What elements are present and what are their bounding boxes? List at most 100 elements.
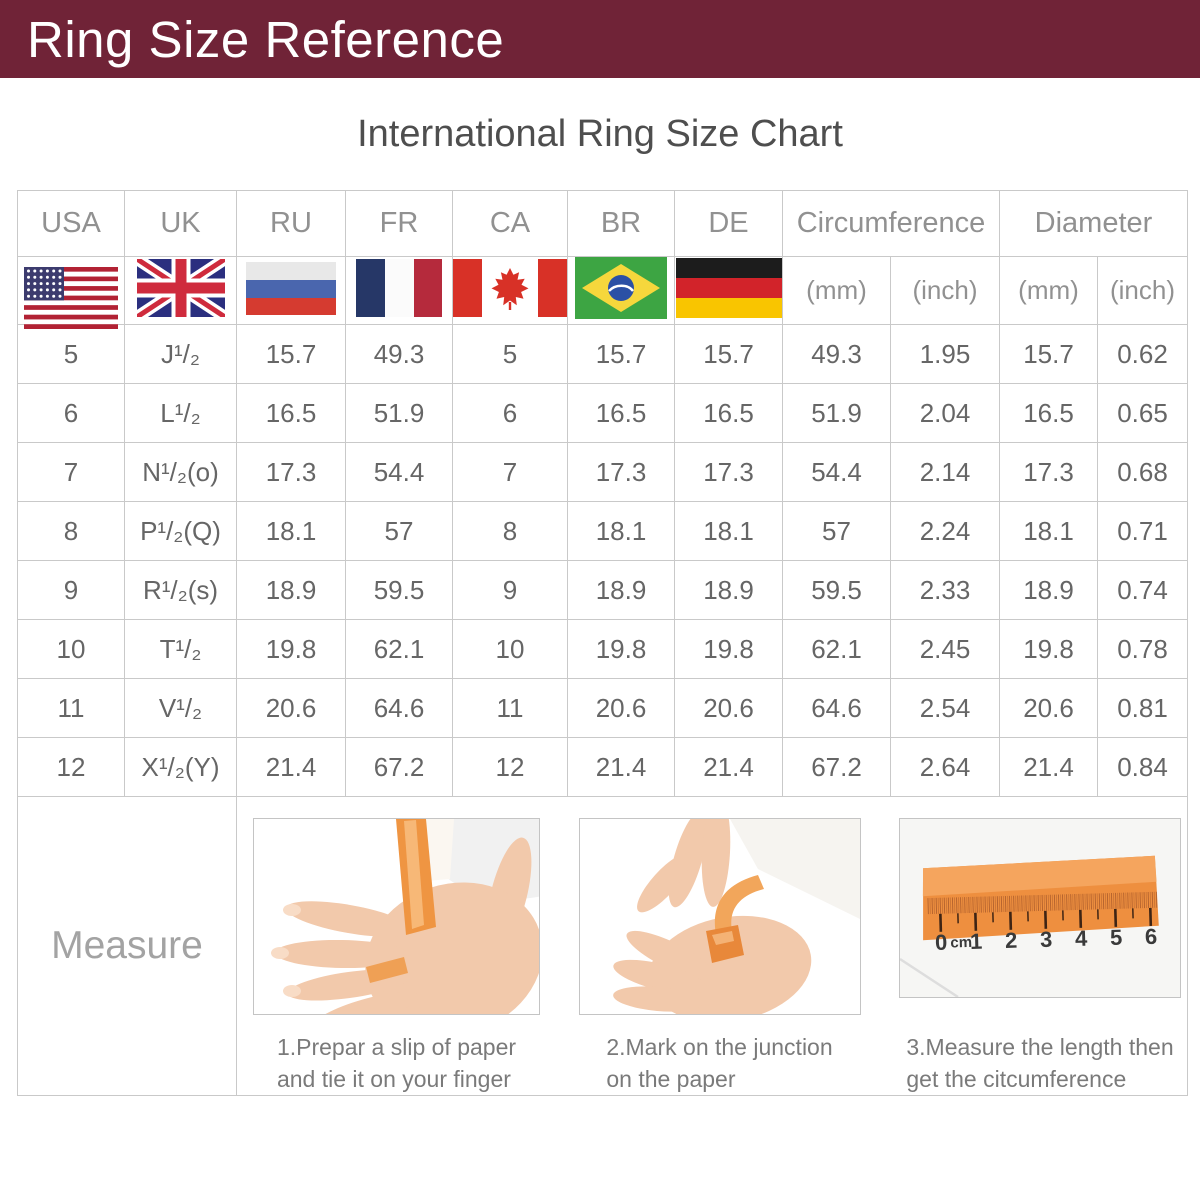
measure-content-cell: 1.Prepar a slip of paper and tie it on y… <box>236 789 1188 1097</box>
table-cell: 18.9 <box>236 560 346 620</box>
step2-caption-line2: on the paper <box>606 1066 736 1093</box>
table-cell: 17.3 <box>567 442 675 502</box>
table-cell: 7 <box>452 442 568 502</box>
table-cell: 16.5 <box>567 383 675 443</box>
germany-flag-icon <box>675 258 782 318</box>
svg-text:6: 6 <box>1145 924 1158 949</box>
canada-flag-icon <box>453 259 567 317</box>
russia-flag-icon <box>246 261 336 315</box>
table-cell: 9 <box>17 560 125 620</box>
svg-text:5: 5 <box>1110 925 1123 950</box>
table-cell: 0.78 <box>1097 619 1188 679</box>
germany-flag-cell <box>674 256 783 325</box>
table-cell: 17.3 <box>236 442 346 502</box>
table-cell: 62.1 <box>345 619 453 679</box>
table-cell: 64.6 <box>345 678 453 738</box>
svg-text:1: 1 <box>970 929 983 954</box>
table-cell: 0.65 <box>1097 383 1188 443</box>
table-cell: 2.54 <box>890 678 1000 738</box>
table-cell: 51.9 <box>782 383 891 443</box>
step3-caption: 3.Measure the length then get the citcum… <box>906 1031 1173 1095</box>
canada-flag-cell <box>452 256 568 325</box>
table-cell: 20.6 <box>999 678 1098 738</box>
table-cell: 15.7 <box>567 324 675 384</box>
uk-flag-cell <box>124 253 237 325</box>
table-cell: 2.24 <box>890 501 1000 561</box>
step1-caption: 1.Prepar a slip of paper and tie it on y… <box>277 1031 516 1095</box>
table-cell: 18.9 <box>567 560 675 620</box>
title-bar: Ring Size Reference <box>0 0 1200 78</box>
table-cell: 54.4 <box>782 442 891 502</box>
table-row: 8 P¹/₂(Q) 18.1 57 8 18.1 18.1 57 2.24 18.1 0.71 <box>17 501 1188 561</box>
table-cell: 15.7 <box>999 324 1098 384</box>
table-cell: 67.2 <box>782 737 891 797</box>
table-cell: 21.4 <box>999 737 1098 797</box>
svg-text:0: 0 <box>935 930 948 955</box>
table-cell: 20.6 <box>567 678 675 738</box>
russia-flag-cell <box>236 256 346 325</box>
table-cell: 54.4 <box>345 442 453 502</box>
table-cell: 21.4 <box>674 737 783 797</box>
table-cell: 19.8 <box>674 619 783 679</box>
table-cell: R¹/₂(s) <box>124 560 237 620</box>
table-cell: 2.45 <box>890 619 1000 679</box>
measure-step-3: 0 1 2 3 4 5 6 cm 3.Measure the length then get … <box>899 818 1181 1095</box>
col-header-de: DE <box>674 190 783 257</box>
diameter-mm-unit: (mm) <box>999 256 1098 325</box>
chart-subtitle: International Ring Size Chart <box>357 113 843 155</box>
measure-section: Measure 1.Prepar a slip of paper and tie… <box>17 789 1188 1097</box>
table-cell: J¹/₂ <box>124 324 237 384</box>
measure-step-1: 1.Prepar a slip of paper and tie it on y… <box>253 789 599 1095</box>
col-header-ca: CA <box>452 190 568 257</box>
table-cell: L¹/₂ <box>124 383 237 443</box>
table-cell: 18.9 <box>999 560 1098 620</box>
table-row: 6 L¹/₂ 16.5 51.9 6 16.5 16.5 51.9 2.04 16.5 0.65 <box>17 383 1188 443</box>
table-cell: 2.04 <box>890 383 1000 443</box>
svg-text:2: 2 <box>1005 928 1018 953</box>
table-cell: 21.4 <box>236 737 346 797</box>
table-cell: 17.3 <box>999 442 1098 502</box>
table-cell: 2.64 <box>890 737 1000 797</box>
table-cell: X¹/₂(Y) <box>124 737 237 797</box>
table-row: 5 J¹/₂ 15.7 49.3 5 15.7 15.7 49.3 1.95 15.7 0.62 <box>17 324 1188 384</box>
table-cell: 9 <box>452 560 568 620</box>
measure-steps: 1.Prepar a slip of paper and tie it on y… <box>237 789 1187 1095</box>
diameter-inch-unit: (inch) <box>1097 256 1188 325</box>
table-cell: 0.62 <box>1097 324 1188 384</box>
table-cell: 21.4 <box>567 737 675 797</box>
table-cell: 8 <box>17 501 125 561</box>
table-cell: 16.5 <box>999 383 1098 443</box>
table-cell: 0.71 <box>1097 501 1188 561</box>
table-cell: 5 <box>17 324 125 384</box>
table-cell: 0.81 <box>1097 678 1188 738</box>
table-cell: 67.2 <box>345 737 453 797</box>
ring-size-table: USA UK RU FR CA BR DE Circumference Diam… <box>17 190 1188 1097</box>
circumference-inch-unit: (inch) <box>890 256 1000 325</box>
size-rows: 5 J¹/₂ 15.7 49.3 5 15.7 15.7 49.3 1.95 15.7 0.62 6 L… <box>17 324 1188 797</box>
step1-hand-photo <box>253 789 599 1036</box>
table-cell: 8 <box>452 501 568 561</box>
table-cell: 17.3 <box>674 442 783 502</box>
table-row: 10 T¹/₂ 19.8 62.1 10 19.8 19.8 62.1 2.45 19.8 0.78 <box>17 619 1188 679</box>
table-row: 11 V¹/₂ 20.6 64.6 11 20.6 20.6 64.6 2.54 20.6 0.81 <box>17 678 1188 738</box>
table-cell: 6 <box>452 383 568 443</box>
table-cell: 49.3 <box>345 324 453 384</box>
table-cell: V¹/₂ <box>124 678 237 738</box>
table-cell: 16.5 <box>674 383 783 443</box>
table-cell: 2.33 <box>890 560 1000 620</box>
svg-text:3: 3 <box>1040 927 1053 952</box>
table-cell: 18.1 <box>567 501 675 561</box>
step2-caption: 2.Mark on the junction on the paper <box>606 1031 832 1095</box>
step2-caption-line1: 2.Mark on the junction <box>606 1034 833 1060</box>
country-code-row: USA UK RU FR CA BR DE Circumference Diam… <box>17 190 1188 257</box>
table-cell: 15.7 <box>674 324 783 384</box>
table-cell: 1.95 <box>890 324 1000 384</box>
table-cell: 0.84 <box>1097 737 1188 797</box>
usa-flag-cell <box>17 256 125 329</box>
table-cell: 57 <box>782 501 891 561</box>
table-cell: 2.14 <box>890 442 1000 502</box>
step3-ruler-photo: 0 1 2 3 4 5 6 cm <box>899 818 1181 999</box>
table-cell: 10 <box>17 619 125 679</box>
table-cell: 10 <box>452 619 568 679</box>
table-cell: 6 <box>17 383 125 443</box>
